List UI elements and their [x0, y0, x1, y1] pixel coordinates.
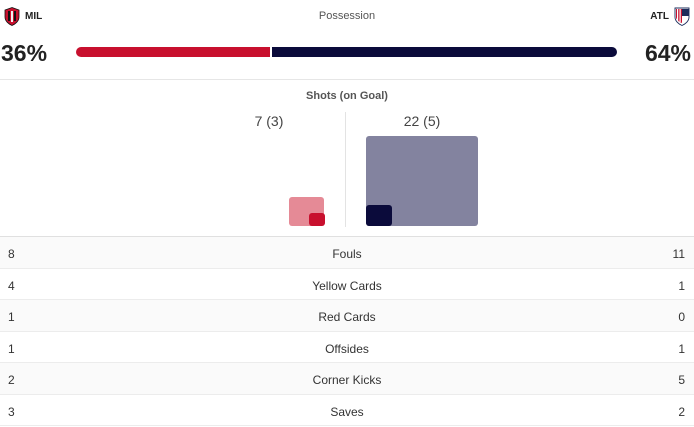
- away-shots-on-goal-box: [366, 205, 392, 226]
- away-possession-fill: [272, 47, 617, 57]
- stat-away-value: 5: [678, 373, 685, 387]
- home-possession-pct: 36%: [1, 40, 48, 66]
- stat-home-value: 4: [8, 278, 15, 293]
- away-team[interactable]: ATL: [645, 7, 690, 26]
- stat-label: Offsides: [325, 341, 369, 356]
- stat-label: Yellow Cards: [312, 278, 382, 293]
- shots-divider: [345, 112, 346, 227]
- away-team-abbr: ATL: [650, 11, 669, 22]
- stat-home-value: 3: [8, 404, 15, 419]
- possession-title: Possession: [318, 10, 376, 22]
- stat-label: Fouls: [332, 247, 362, 261]
- stat-away-value: 0: [678, 310, 685, 324]
- stat-home-value: 8: [8, 247, 15, 261]
- away-possession-pct: 64%: [644, 40, 691, 66]
- stat-row-corner-kicks: 2 Corner Kicks 5: [0, 363, 694, 395]
- shots-title: Shots (on Goal): [306, 90, 388, 102]
- home-shots-on-goal-box: [309, 213, 325, 226]
- possession-section: MIL Possession ATL 36% 64%: [0, 0, 694, 80]
- stat-label: Saves: [330, 404, 364, 419]
- home-team[interactable]: MIL: [4, 7, 47, 26]
- stat-row-offsides: 1 Offsides 1: [0, 332, 694, 363]
- stat-away-value: 1: [678, 341, 685, 356]
- home-team-abbr: MIL: [25, 11, 43, 22]
- stat-row-yellow-cards: 4 Yellow Cards 1: [0, 269, 694, 300]
- home-shots-value: 7 (3): [254, 113, 284, 129]
- stat-home-value: 2: [8, 373, 15, 387]
- stat-row-fouls: 8 Fouls 11: [0, 237, 694, 269]
- stat-label: Corner Kicks: [312, 373, 382, 387]
- stat-home-value: 1: [8, 341, 15, 356]
- stats-table: 8 Fouls 11 4 Yellow Cards 1 1 Red Cards …: [0, 236, 694, 426]
- milan-crest-icon: [4, 7, 20, 26]
- possession-bar: [76, 47, 617, 57]
- stat-away-value: 2: [678, 404, 685, 419]
- home-possession-fill: [76, 47, 270, 57]
- stat-home-value: 1: [8, 310, 15, 324]
- atletico-crest-icon: [674, 7, 690, 26]
- stat-row-saves: 3 Saves 2: [0, 395, 694, 426]
- stat-label: Red Cards: [318, 310, 376, 324]
- stat-away-value: 1: [678, 278, 685, 293]
- away-shots-value: 22 (5): [403, 113, 441, 129]
- stat-row-red-cards: 1 Red Cards 0: [0, 300, 694, 332]
- stat-away-value: 11: [672, 247, 685, 261]
